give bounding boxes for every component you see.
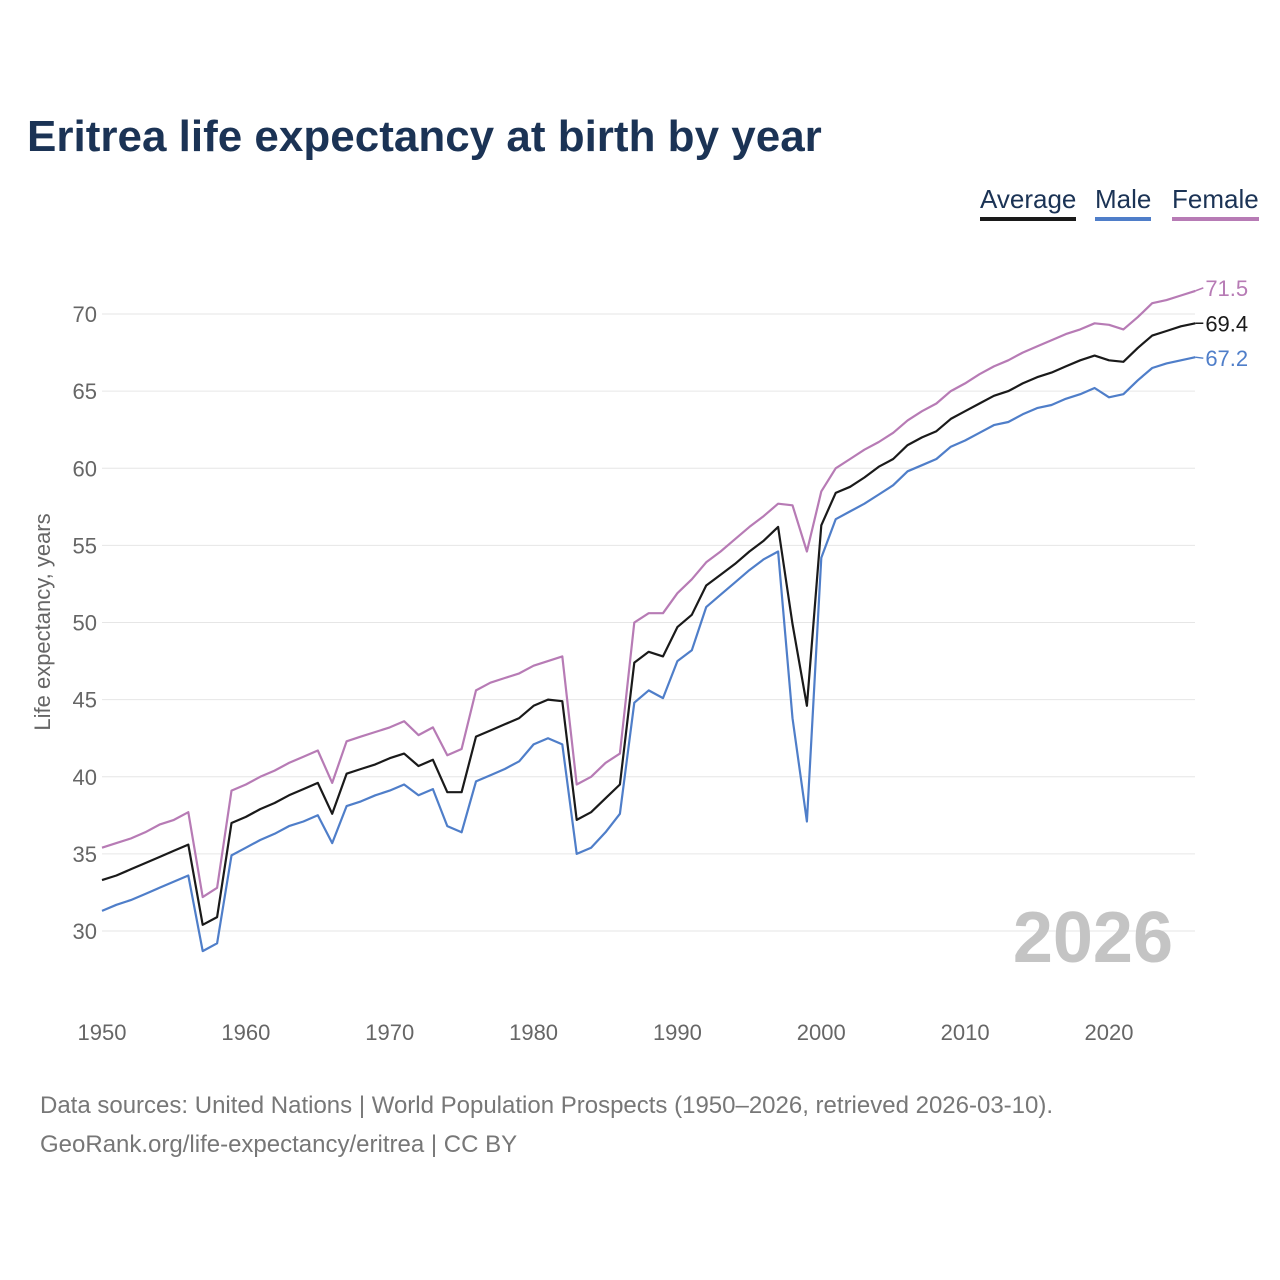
end-label-average: 69.4 <box>1205 311 1248 336</box>
y-axis-label: Life expectancy, years <box>30 513 55 730</box>
x-tick-label: 1980 <box>509 1020 558 1045</box>
source-link[interactable]: GeoRank.org/life-expectancy/eritrea | CC… <box>40 1131 518 1158</box>
y-tick-label: 40 <box>73 765 97 790</box>
x-tick-label: 1960 <box>221 1020 270 1045</box>
y-tick-label: 65 <box>73 379 97 404</box>
y-tick-label: 35 <box>73 842 97 867</box>
x-tick-label: 1990 <box>653 1020 702 1045</box>
end-label-female: 71.5 <box>1205 276 1248 301</box>
footer: Data sources: United Nations | World Pop… <box>40 1086 1053 1164</box>
y-tick-label: 55 <box>73 533 97 558</box>
end-label-leader <box>1195 287 1204 292</box>
chart-title: Eritrea life expectancy at birth by year <box>27 112 822 161</box>
year-watermark: 2026 <box>1013 898 1173 978</box>
legend-average[interactable]: Average <box>980 184 1077 221</box>
series-line-average <box>101 322 1196 926</box>
x-tick-label: 1970 <box>365 1020 414 1045</box>
series-line-male <box>101 356 1196 953</box>
x-tick-label: 2020 <box>1085 1020 1134 1045</box>
x-tick-label: 2000 <box>797 1020 846 1045</box>
end-label-leader <box>1195 356 1204 359</box>
data-source-note: Data sources: United Nations | World Pop… <box>40 1092 1054 1119</box>
y-tick-label: 30 <box>73 919 97 944</box>
x-tick-label: 1950 <box>78 1020 127 1045</box>
legend-male[interactable]: Male <box>1095 184 1152 221</box>
series-line-female <box>101 289 1196 899</box>
x-tick-label: 2010 <box>941 1020 990 1045</box>
legend-female[interactable]: Female <box>1172 184 1259 221</box>
y-tick-label: 50 <box>73 611 97 636</box>
y-tick-label: 60 <box>73 456 97 481</box>
end-label-male: 67.2 <box>1205 346 1248 371</box>
y-tick-label: 45 <box>73 688 97 713</box>
y-tick-label: 70 <box>73 302 97 327</box>
